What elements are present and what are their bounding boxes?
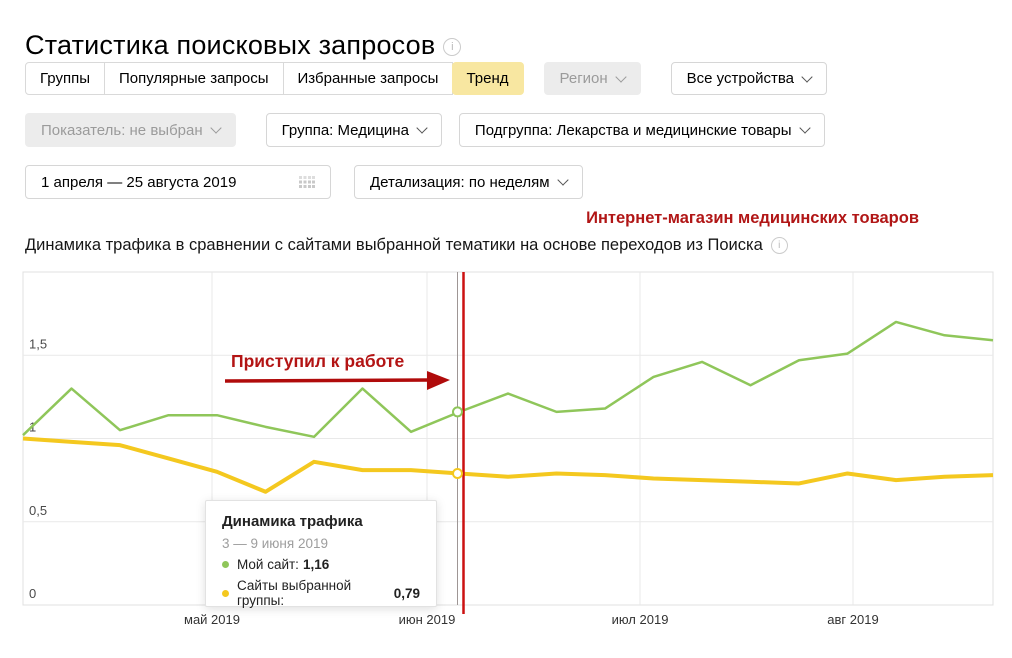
x-axis-tick-label: авг 2019 bbox=[827, 612, 878, 627]
calendar-grid-icon bbox=[299, 175, 315, 188]
series-line bbox=[22, 320, 994, 439]
annotation-arrow bbox=[224, 378, 431, 383]
red-note-shop-label: Интернет-магазин медицинских товаров bbox=[586, 209, 919, 227]
page-title: Статистика поисковых запросов i bbox=[25, 30, 462, 61]
group-dropdown-label: Группа: Медицина bbox=[281, 121, 409, 139]
info-icon[interactable]: i bbox=[443, 37, 462, 56]
tab-popular-queries[interactable]: Популярные запросы bbox=[104, 62, 284, 95]
tooltip-row-group-sites: Сайты выбранной группы: 0,79 bbox=[222, 578, 420, 608]
region-dropdown-label: Регион bbox=[559, 70, 608, 87]
x-axis-tick-label: июн 2019 bbox=[399, 612, 456, 627]
region-dropdown[interactable]: Регион bbox=[543, 62, 641, 95]
date-range-input[interactable]: 1 апреля — 25 августа 2019 bbox=[25, 165, 331, 199]
x-axis-tick-label: май 2019 bbox=[184, 612, 240, 627]
tooltip-row-label: Мой сайт: bbox=[237, 557, 299, 572]
chart-title-text: Динамика трафика в сравнении с сайтами в… bbox=[25, 236, 763, 254]
tooltip-title: Динамика трафика bbox=[222, 513, 363, 530]
highlight-marker bbox=[452, 467, 463, 479]
info-icon[interactable]: i bbox=[770, 237, 788, 255]
chart-title: Динамика трафика в сравнении с сайтами в… bbox=[25, 236, 788, 255]
green-dot-icon bbox=[222, 561, 229, 568]
y-axis-tick-label: 1,5 bbox=[29, 336, 47, 351]
tab-trend[interactable]: Тренд bbox=[452, 62, 524, 95]
yellow-dot-icon bbox=[222, 589, 229, 597]
devices-dropdown[interactable]: Все устройства bbox=[670, 62, 827, 95]
tooltip-date: 3 — 9 июня 2019 bbox=[222, 536, 328, 551]
subgroup-dropdown[interactable]: Подгруппа: Лекарства и медицинские товар… bbox=[458, 113, 825, 147]
tooltip-row-label: Сайты выбранной группы: bbox=[237, 578, 352, 608]
annotation-arrow-head bbox=[427, 371, 450, 390]
detail-dropdown-label: Детализация: по неделям bbox=[370, 173, 550, 191]
tabs-row: Группы Популярные запросы Избранные запр… bbox=[25, 62, 827, 95]
metric-dropdown[interactable]: Показатель: не выбран bbox=[25, 113, 236, 147]
tooltip-row-value: 0,79 bbox=[393, 585, 420, 601]
devices-dropdown-label: Все устройства bbox=[686, 70, 794, 87]
group-dropdown[interactable]: Группа: Медицина bbox=[265, 113, 442, 147]
series-line bbox=[22, 436, 994, 494]
y-axis-tick-label: 0,5 bbox=[29, 503, 47, 518]
filters-row: Показатель: не выбран Группа: Медицина П… bbox=[25, 113, 825, 147]
date-range-value: 1 апреля — 25 августа 2019 bbox=[41, 173, 237, 191]
page-title-text: Статистика поисковых запросов bbox=[25, 30, 436, 61]
tooltip-row-my-site: Мой сайт: 1,16 bbox=[222, 557, 420, 572]
subgroup-dropdown-label: Подгруппа: Лекарства и медицинские товар… bbox=[474, 121, 792, 139]
annotation-started-work-label: Приступил к работе bbox=[231, 351, 405, 371]
tooltip-row-value: 1,16 bbox=[302, 557, 330, 572]
tab-favorite-queries[interactable]: Избранные запросы bbox=[283, 62, 454, 95]
x-axis-tick-label: июл 2019 bbox=[612, 612, 669, 627]
chart-tooltip: Динамика трафика 3 — 9 июня 2019 Мой сай… bbox=[205, 500, 437, 608]
tab-group: Группы Популярные запросы Избранные запр… bbox=[25, 62, 524, 95]
detail-dropdown[interactable]: Детализация: по неделям bbox=[354, 165, 583, 199]
tab-groups[interactable]: Группы bbox=[25, 62, 105, 95]
y-axis-tick-label: 0 bbox=[29, 586, 36, 601]
highlight-marker bbox=[452, 406, 463, 418]
metric-dropdown-label: Показатель: не выбран bbox=[41, 121, 203, 139]
period-row: 1 апреля — 25 августа 2019 Детализация: … bbox=[25, 165, 583, 199]
